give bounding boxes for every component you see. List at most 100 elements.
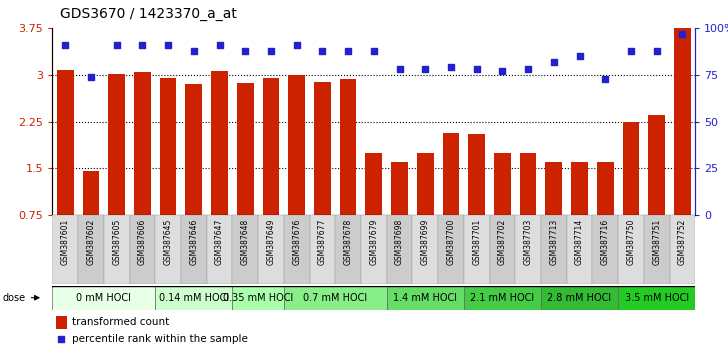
Bar <box>566 215 593 284</box>
Bar <box>78 215 104 284</box>
Text: GSM387679: GSM387679 <box>369 218 379 265</box>
Text: GSM387714: GSM387714 <box>575 218 584 264</box>
Point <box>85 74 97 80</box>
Point <box>240 48 251 53</box>
Bar <box>155 215 181 284</box>
Text: 3.5 mM HOCl: 3.5 mM HOCl <box>625 293 689 303</box>
Bar <box>155 286 232 310</box>
Point <box>548 59 560 65</box>
Text: GSM387601: GSM387601 <box>60 218 70 264</box>
Bar <box>387 215 412 284</box>
Text: dose: dose <box>3 293 39 303</box>
Bar <box>108 74 125 215</box>
Bar <box>644 215 670 284</box>
Bar <box>541 286 618 310</box>
Text: GSM387703: GSM387703 <box>523 218 533 265</box>
Bar <box>545 162 562 215</box>
Bar <box>464 286 541 310</box>
Point <box>368 48 380 53</box>
Bar <box>365 153 382 215</box>
Point <box>317 48 328 53</box>
Point <box>111 42 122 48</box>
Point <box>162 42 174 48</box>
Bar <box>52 286 155 310</box>
Text: transformed count: transformed count <box>71 317 169 327</box>
Bar <box>443 133 459 215</box>
Point <box>291 42 303 48</box>
Text: GSM387701: GSM387701 <box>472 218 481 264</box>
Bar <box>438 215 464 284</box>
Bar <box>52 215 78 284</box>
Text: GSM387649: GSM387649 <box>266 218 275 265</box>
Bar <box>674 28 691 215</box>
Text: 0.7 mM HOCl: 0.7 mM HOCl <box>303 293 368 303</box>
Bar <box>186 84 202 215</box>
Bar <box>494 153 511 215</box>
Bar <box>571 162 588 215</box>
Bar <box>649 115 665 215</box>
Bar <box>336 215 361 284</box>
Bar <box>489 215 515 284</box>
Bar <box>520 153 537 215</box>
Bar <box>412 215 438 284</box>
Point <box>137 42 149 48</box>
Bar <box>622 122 639 215</box>
Point <box>342 48 354 53</box>
Bar <box>284 286 387 310</box>
Bar <box>515 215 541 284</box>
Point <box>522 67 534 72</box>
Text: GSM387648: GSM387648 <box>241 218 250 264</box>
Bar <box>597 162 614 215</box>
Bar <box>541 215 566 284</box>
Bar <box>130 215 155 284</box>
Text: 1.4 mM HOCl: 1.4 mM HOCl <box>393 293 457 303</box>
Point <box>676 31 688 37</box>
Text: GSM387699: GSM387699 <box>421 218 430 265</box>
Text: GSM387602: GSM387602 <box>87 218 95 264</box>
Text: GSM387750: GSM387750 <box>627 218 636 265</box>
Text: 0.35 mM HOCl: 0.35 mM HOCl <box>223 293 293 303</box>
Bar <box>134 72 151 215</box>
Bar <box>618 215 644 284</box>
Bar <box>211 70 228 215</box>
Point <box>55 336 67 342</box>
Point <box>419 67 431 72</box>
Point <box>445 65 456 70</box>
Text: GSM387605: GSM387605 <box>112 218 121 265</box>
Text: GSM387716: GSM387716 <box>601 218 610 264</box>
Point <box>188 48 199 53</box>
Point <box>265 48 277 53</box>
Text: GSM387645: GSM387645 <box>164 218 173 265</box>
Text: 2.8 mM HOCl: 2.8 mM HOCl <box>547 293 612 303</box>
Bar <box>361 215 387 284</box>
Bar <box>464 215 489 284</box>
Bar <box>104 215 130 284</box>
Bar <box>593 215 618 284</box>
Bar <box>57 70 74 215</box>
Bar <box>83 171 99 215</box>
Point <box>496 68 508 74</box>
Point <box>574 53 585 59</box>
Bar <box>284 215 309 284</box>
Text: GSM387606: GSM387606 <box>138 218 147 265</box>
Bar <box>232 215 258 284</box>
Text: GSM387678: GSM387678 <box>344 218 352 264</box>
Bar <box>159 78 176 215</box>
Point <box>651 48 662 53</box>
Bar <box>391 162 408 215</box>
Text: GSM387713: GSM387713 <box>550 218 558 264</box>
Bar <box>288 75 305 215</box>
Bar <box>309 215 336 284</box>
Text: GSM387700: GSM387700 <box>446 218 456 265</box>
Bar <box>468 134 485 215</box>
Point <box>214 42 226 48</box>
Text: GSM387646: GSM387646 <box>189 218 198 265</box>
Bar <box>387 286 464 310</box>
Point <box>394 67 405 72</box>
Bar <box>340 79 357 215</box>
Point <box>599 76 611 81</box>
Bar <box>232 286 284 310</box>
Bar <box>55 316 67 329</box>
Text: 2.1 mM HOCl: 2.1 mM HOCl <box>470 293 534 303</box>
Bar <box>181 215 207 284</box>
